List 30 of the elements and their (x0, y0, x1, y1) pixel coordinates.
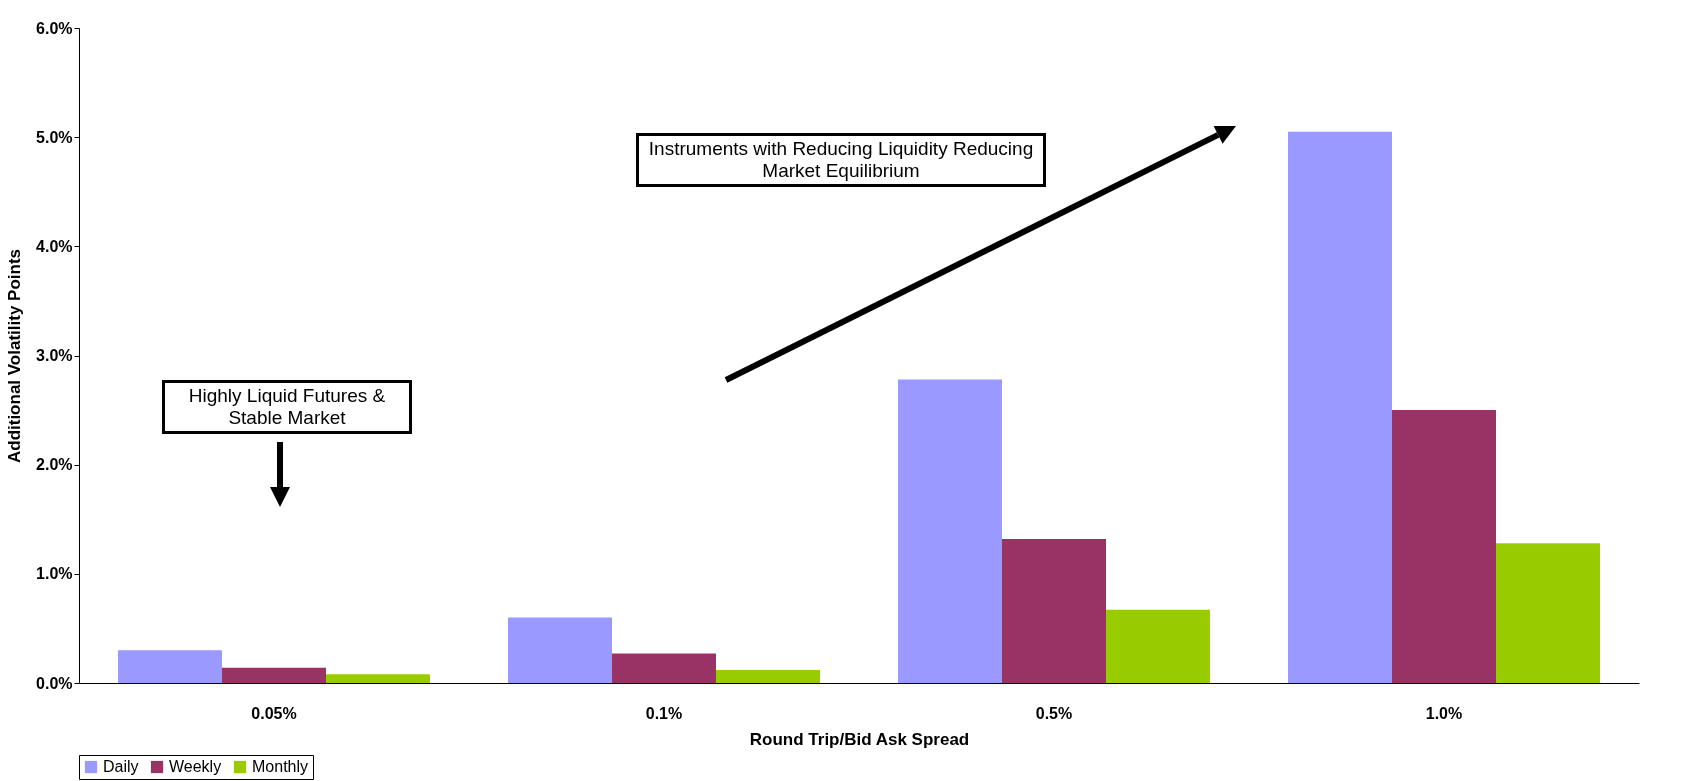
y-tick-label: 0.0% (36, 674, 73, 692)
bar (1002, 538, 1106, 683)
bar (898, 379, 1002, 683)
bar (118, 650, 222, 683)
x-tick-label: 0.05% (251, 704, 297, 722)
y-tick-label: 3.0% (36, 347, 73, 364)
legend-label: Weekly (169, 758, 222, 775)
y-tick-label: 1.0% (36, 565, 73, 583)
y-axis-title: Additional Volatility Points (5, 248, 25, 464)
y-tick-label: 4.0% (36, 237, 73, 255)
legend-label: Monthly (252, 758, 309, 775)
y-tick-label: 2.0% (36, 456, 73, 474)
x-tick-label: 1.0% (1425, 704, 1463, 722)
bar (1106, 609, 1210, 683)
x-axis-title: Round Trip/Bid Ask Spread (749, 729, 970, 749)
bar (326, 674, 430, 683)
annotation: Highly Liquid Futures & Stable Market (162, 380, 412, 434)
bar (612, 653, 716, 683)
x-tick-label: 0.5% (1035, 704, 1073, 722)
x-tick-label: 0.1% (645, 704, 683, 722)
bar (1288, 131, 1392, 683)
legend-label: Daily (103, 758, 139, 775)
bar (716, 669, 820, 683)
bar (1496, 543, 1600, 683)
bar (1392, 410, 1496, 683)
y-tick-label: 6.0% (36, 19, 73, 37)
bar (508, 617, 612, 683)
bar (222, 667, 326, 683)
y-tick-label: 5.0% (36, 128, 73, 146)
annotation: Instruments with Reducing Liquidity Reducing Market Equilibrium (636, 133, 1046, 187)
